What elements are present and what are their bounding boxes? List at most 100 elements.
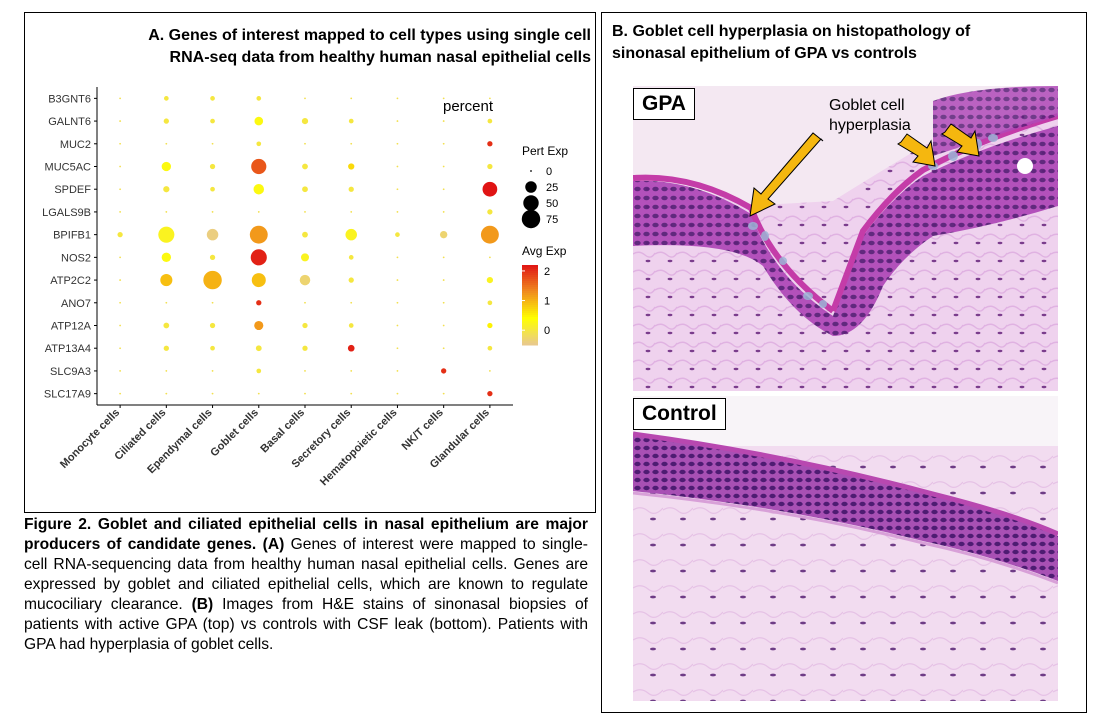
- control-histology-drawing: [633, 396, 1058, 701]
- caption-text-b: Images from H&E stains of sinonasal biop…: [24, 596, 588, 653]
- arrow-icon: [749, 132, 824, 217]
- percent-label: percent: [443, 98, 494, 115]
- panel-b-title: B. Goblet cell hyperplasia on histopatho…: [612, 21, 1072, 65]
- data-point: [488, 370, 491, 372]
- data-point: [163, 186, 170, 193]
- data-point: [304, 211, 306, 213]
- color-legend-swatch: [522, 283, 538, 286]
- data-point: [210, 118, 215, 124]
- control-label: Control: [633, 398, 726, 430]
- data-point: [165, 301, 168, 304]
- caption-bold-b: (B): [191, 596, 214, 613]
- data-point: [396, 165, 399, 168]
- color-legend-swatch: [522, 313, 538, 316]
- color-legend-swatch: [522, 285, 538, 288]
- data-point: [442, 279, 445, 281]
- data-point: [119, 97, 122, 100]
- data-point: [210, 186, 215, 192]
- color-legend-swatch: [522, 305, 538, 308]
- data-point: [395, 232, 400, 237]
- data-point: [163, 345, 169, 351]
- data-point: [487, 345, 493, 351]
- data-point: [161, 161, 172, 172]
- data-point: [396, 279, 399, 281]
- data-point: [304, 97, 306, 100]
- data-point: [442, 256, 445, 259]
- data-point: [160, 274, 173, 287]
- color-legend-swatch: [522, 343, 538, 346]
- data-point: [442, 165, 445, 168]
- data-point: [161, 252, 172, 263]
- panel-b-title-line-1: B. Goblet cell hyperplasia on histopatho…: [612, 23, 971, 40]
- panel-a-title-line-2: RNA-seq data from healthy human nasal ep…: [169, 49, 591, 66]
- goblet-annotation: Goblet cell hyperplasia: [829, 96, 911, 136]
- data-point: [488, 256, 491, 259]
- data-point: [302, 345, 308, 351]
- color-legend-swatch: [522, 269, 538, 272]
- data-point: [251, 158, 267, 175]
- gene-tick-label: ANO7: [61, 298, 91, 310]
- color-legend-swatch: [522, 317, 538, 320]
- gene-tick-label: NOS2: [61, 252, 91, 264]
- data-point: [119, 392, 122, 395]
- data-point: [119, 256, 122, 259]
- data-point: [486, 276, 494, 284]
- size-legend-dot: [525, 181, 537, 193]
- color-legend-swatch: [522, 327, 538, 330]
- data-point: [256, 96, 262, 101]
- data-point: [302, 322, 308, 329]
- gene-tick-label: B3GNT6: [48, 93, 91, 105]
- data-point: [396, 97, 399, 100]
- data-point: [254, 116, 264, 126]
- goblet-annotation-line-2: hyperplasia: [829, 117, 911, 134]
- cell-type-tick-label: Hematopoietic cells: [318, 407, 400, 489]
- data-point: [487, 163, 493, 170]
- data-point: [302, 163, 308, 170]
- color-legend-label: 1: [544, 296, 550, 308]
- caption-bold-lead: Figure 2. Goblet and ciliated epithelial…: [24, 516, 588, 553]
- panel-a-title-line-1: A. Genes of interest mapped to cell type…: [148, 27, 591, 44]
- data-point: [345, 228, 357, 241]
- color-legend-swatch: [522, 265, 538, 268]
- data-point: [396, 142, 399, 145]
- color-legend-swatch: [522, 315, 538, 318]
- color-legend-swatch: [522, 299, 538, 302]
- data-point: [119, 165, 122, 168]
- data-point: [347, 344, 355, 352]
- data-point: [396, 347, 399, 350]
- color-legend-swatch: [522, 281, 538, 284]
- annotation-arrows: [749, 123, 980, 217]
- data-point: [348, 163, 355, 170]
- data-point: [163, 96, 169, 101]
- data-point: [442, 392, 445, 395]
- arrow-icon: [897, 133, 936, 167]
- dot-plot-chart: B3GNT6 GALNT6 MUC2 MUC5AC SPDEF LGALS9B BPIFB1…: [42, 87, 568, 489]
- data-point: [441, 368, 447, 374]
- data-point: [487, 322, 493, 329]
- data-point: [487, 300, 493, 306]
- gpa-label: GPA: [633, 88, 695, 120]
- data-point: [482, 181, 498, 197]
- data-point: [211, 142, 214, 145]
- data-point: [211, 301, 214, 304]
- data-point: [304, 142, 306, 145]
- caption-bold-a: (A): [262, 536, 285, 553]
- data-point: [304, 301, 306, 304]
- size-legend-label: 25: [546, 182, 558, 194]
- data-point: [163, 118, 169, 124]
- data-point: [119, 142, 122, 145]
- panel-a-title: A. Genes of interest mapped to cell type…: [81, 25, 591, 69]
- data-point: [210, 96, 215, 101]
- data-point: [396, 324, 399, 327]
- color-legend-swatch: [522, 325, 538, 328]
- color-legend-swatch: [522, 307, 538, 310]
- color-legend-swatch: [522, 273, 538, 276]
- data-point: [165, 370, 168, 372]
- data-point: [119, 120, 122, 122]
- data-point: [396, 370, 399, 372]
- panel-b-title-line-2: sinonasal epithelium of GPA vs controls: [612, 45, 917, 62]
- color-legend-swatch: [522, 309, 538, 312]
- gpa-histology-drawing: [633, 86, 1058, 391]
- data-point: [304, 392, 306, 395]
- gene-tick-label: LGALS9B: [42, 207, 91, 219]
